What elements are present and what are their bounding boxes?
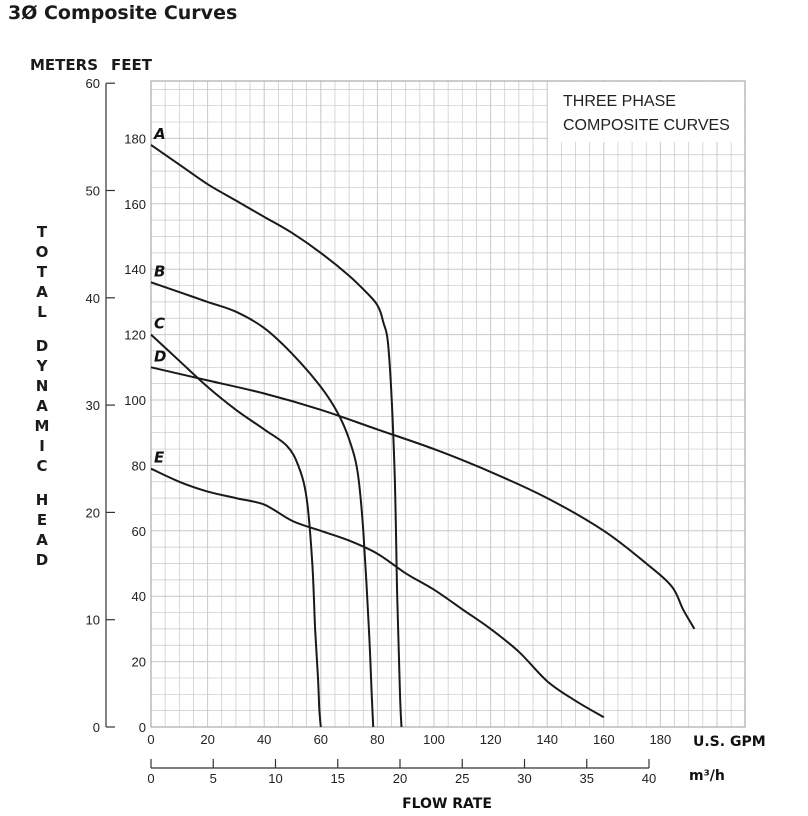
feet-tick-label: 80: [132, 458, 146, 473]
m3h-tick-label: 10: [268, 771, 282, 786]
gpm-tick-label: 20: [200, 732, 214, 747]
curve-label-d: D: [154, 347, 166, 365]
gpm-tick-label: 140: [536, 732, 558, 747]
m3h-tick-label: 5: [210, 771, 217, 786]
gpm-tick-label: 60: [314, 732, 328, 747]
meters-axis-unit: METERS: [30, 56, 99, 74]
curve-d: [150, 366, 696, 630]
curve-b: [150, 281, 375, 728]
gpm-tick-label: 120: [480, 732, 502, 747]
gpm-tick-label: 80: [370, 732, 384, 747]
annotation-line: COMPOSITE CURVES: [563, 117, 730, 134]
meters-tick-label: 20: [86, 505, 100, 520]
gpm-axis-unit: U.S. GPM: [693, 734, 766, 750]
annotation-line: THREE PHASE: [563, 93, 676, 110]
m3h-tick-label: 40: [642, 771, 656, 786]
pump-curves: [150, 144, 696, 728]
feet-tick-label: 180: [124, 131, 146, 146]
plot-border: [150, 80, 746, 728]
chart-labels: THREE PHASE COMPOSITE CURVES A B CD E: [153, 82, 744, 467]
curve-label-b: B: [154, 262, 165, 280]
chart-grid: [150, 80, 746, 728]
m3h-tick-label: 20: [393, 771, 407, 786]
gpm-tick-label: 40: [257, 732, 271, 747]
meters-tick-label: 10: [86, 613, 100, 628]
curve-c: [150, 333, 322, 728]
curve-label-c: C: [154, 315, 165, 333]
meters-tick-label: 0: [93, 720, 100, 735]
feet-tick-label: 140: [124, 262, 146, 277]
feet-tick-label: 40: [132, 589, 146, 604]
feet-tick-label: 60: [132, 524, 146, 539]
m3h-tick-label: 35: [580, 771, 594, 786]
x-axis-label: FLOW RATE: [402, 796, 492, 812]
page-title: 3Ø Composite Curves: [8, 2, 238, 24]
gpm-tick-label: 100: [423, 732, 445, 747]
gpm-tick-label: 160: [593, 732, 615, 747]
curve-a: [150, 144, 403, 728]
annotation-box: [548, 82, 744, 142]
m3h-tick-label: 15: [331, 771, 345, 786]
meters-tick-label: 30: [86, 398, 100, 413]
m3h-tick-label: 25: [455, 771, 469, 786]
feet-tick-label: 0: [139, 720, 146, 735]
meters-tick-label: 50: [86, 184, 100, 199]
feet-tick-label: 120: [124, 328, 146, 343]
meters-tick-label: 60: [86, 76, 100, 91]
gpm-tick-label: 0: [147, 732, 154, 747]
meters-tick-label: 40: [86, 291, 100, 306]
feet-axis-unit: FEET: [111, 56, 152, 74]
m3h-axis-unit: m³/h: [689, 768, 725, 784]
m3h-tick-label: 30: [517, 771, 531, 786]
curve-e: [150, 467, 605, 719]
curve-label-a: A: [153, 125, 166, 143]
feet-tick-label: 160: [124, 197, 146, 212]
m3h-tick-label: 0: [147, 771, 154, 786]
feet-tick-label: 20: [132, 655, 146, 670]
curve-label-e: E: [154, 449, 165, 467]
gpm-tick-label: 180: [650, 732, 672, 747]
feet-tick-label: 100: [124, 393, 146, 408]
